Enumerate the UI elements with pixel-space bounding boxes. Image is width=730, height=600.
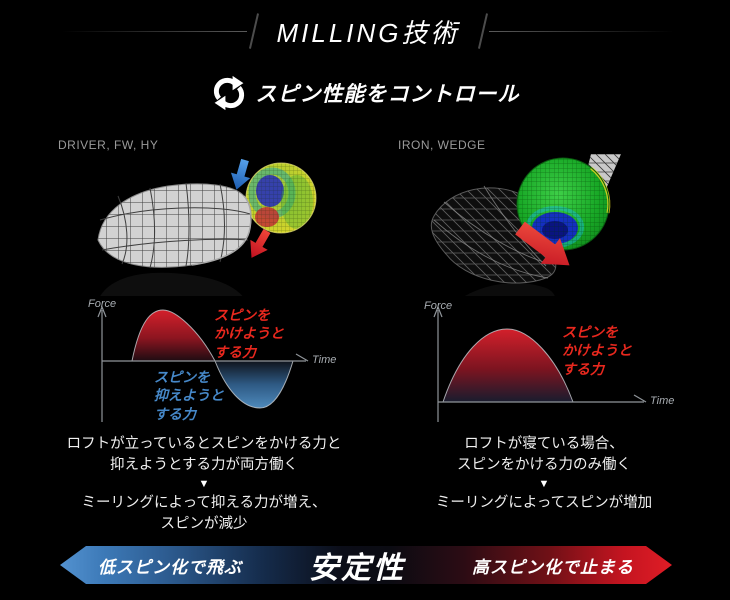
spin-arrow-red bbox=[515, 221, 570, 266]
axes bbox=[97, 305, 309, 422]
backspin-arrow-blue bbox=[230, 158, 251, 190]
title-row: MILLING技術 bbox=[0, 13, 730, 49]
suppress-force-dip bbox=[215, 361, 293, 408]
down-triangle-icon: ▼ bbox=[538, 478, 550, 491]
stability-label: 安定性 bbox=[309, 552, 405, 585]
high-spin-label: 高スピン化で止まる bbox=[472, 557, 634, 577]
impact-ball bbox=[516, 157, 611, 251]
x-axis-label: Time bbox=[650, 395, 675, 407]
spin-arrow-red bbox=[250, 229, 271, 258]
column-iron: IRON, WEDGE bbox=[398, 138, 690, 514]
down-triangle-icon: ▼ bbox=[198, 478, 210, 491]
title-slash-right bbox=[477, 13, 488, 49]
page-title: MILLING技術 bbox=[276, 17, 460, 48]
title-line-right bbox=[489, 30, 674, 32]
spin-force-hump bbox=[132, 310, 215, 361]
spin-force-label: スピンを かけようと する力 bbox=[562, 324, 632, 377]
column-driver: DRIVER, FW, HY bbox=[58, 138, 350, 534]
title-line-left bbox=[62, 30, 247, 32]
iron-description-1: ロフトが寝ている場合、 スピンをかける力のみ働く bbox=[457, 436, 631, 473]
stability-banner: 低スピン化で飛ぶ 安定性 高スピン化で止まる bbox=[60, 546, 672, 584]
iron-reflection bbox=[465, 282, 555, 296]
iron-wireframe-illustration bbox=[430, 154, 621, 296]
y-axis-label: Force bbox=[88, 298, 117, 310]
title-slash-left bbox=[248, 13, 259, 49]
spin-force-bell bbox=[443, 329, 573, 402]
driver-wireframe-illustration bbox=[97, 158, 317, 296]
spin-force-label: スピンを かけようと する力 bbox=[214, 307, 284, 360]
impact-ball bbox=[245, 162, 317, 234]
iron-description-2: ミーリングによってスピンが増加 bbox=[435, 495, 653, 512]
suppress-force-label: スピンを 抑えようと する力 bbox=[154, 369, 224, 422]
rotate-arrows-icon bbox=[213, 75, 244, 111]
driver-head-mesh bbox=[97, 182, 252, 269]
x-axis-label: Time bbox=[312, 354, 337, 366]
driver-reflection bbox=[100, 272, 243, 296]
driver-description-1: ロフトが立っているとスピンをかける力と 抑えようとする力が両方働く bbox=[66, 436, 342, 473]
force-time-graph-iron: Force Time スピンを かけようと する力 bbox=[398, 298, 690, 426]
y-axis-label: Force bbox=[424, 300, 453, 312]
column-label-iron: IRON, WEDGE bbox=[398, 138, 486, 152]
axes bbox=[433, 305, 647, 422]
driver-description-2: ミーリングによって抑える力が増え、 スピンが減少 bbox=[81, 495, 327, 532]
column-label-driver: DRIVER, FW, HY bbox=[58, 138, 159, 152]
subtitle-row: スピン性能をコントロール bbox=[0, 75, 730, 111]
force-time-graph-driver: Force Time スピンを かけようと する力 スピンを 抑えようと する力 bbox=[58, 298, 350, 426]
low-spin-label: 低スピン化で飛ぶ bbox=[98, 557, 242, 577]
subtitle-text: スピン性能をコントロール bbox=[255, 83, 520, 106]
